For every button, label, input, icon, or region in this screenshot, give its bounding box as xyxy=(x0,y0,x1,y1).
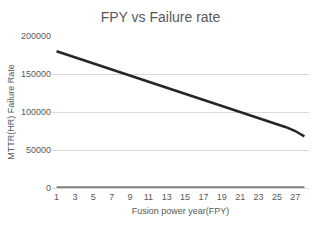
svg-text:9: 9 xyxy=(128,192,133,202)
svg-text:FPY vs Failure rate: FPY vs Failure rate xyxy=(101,9,221,25)
svg-text:15: 15 xyxy=(180,192,190,202)
svg-text:17: 17 xyxy=(198,192,208,202)
svg-text:1: 1 xyxy=(54,192,59,202)
svg-text:21: 21 xyxy=(235,192,245,202)
svg-text:Fusion power year(FPY): Fusion power year(FPY) xyxy=(132,206,230,216)
svg-text:13: 13 xyxy=(162,192,172,202)
svg-text:3: 3 xyxy=(72,192,77,202)
svg-text:200000: 200000 xyxy=(21,31,51,41)
svg-text:23: 23 xyxy=(254,192,264,202)
svg-text:7: 7 xyxy=(109,192,114,202)
svg-text:150000: 150000 xyxy=(21,69,51,79)
svg-text:MTTR(HR) Failure Rate: MTTR(HR) Failure Rate xyxy=(6,64,16,160)
svg-text:50000: 50000 xyxy=(26,145,51,155)
svg-text:25: 25 xyxy=(272,192,282,202)
svg-text:0: 0 xyxy=(46,183,51,193)
svg-text:11: 11 xyxy=(144,192,153,202)
svg-text:27: 27 xyxy=(290,192,300,202)
svg-text:19: 19 xyxy=(217,192,227,202)
svg-text:100000: 100000 xyxy=(21,107,51,117)
svg-text:5: 5 xyxy=(91,192,96,202)
